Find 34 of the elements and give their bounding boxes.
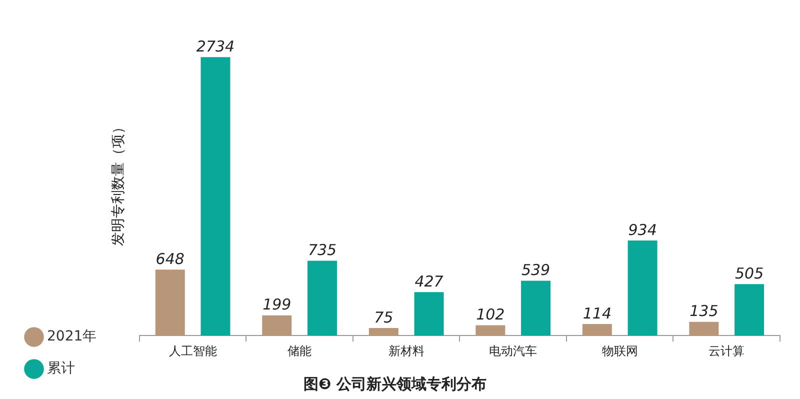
x-tick-label: 电动汽车: [489, 344, 538, 358]
data-label: 648: [156, 250, 184, 268]
bar: [582, 324, 612, 336]
bar: [476, 325, 506, 336]
data-label: 934: [628, 220, 657, 239]
bar: [414, 292, 444, 336]
bar: [521, 280, 551, 336]
data-label: 735: [308, 241, 337, 260]
legend-label: 2021年: [47, 328, 97, 345]
y-axis-title: 发明专利数量（项）: [110, 120, 127, 246]
data-label: 102: [476, 306, 505, 324]
data-label: 539: [521, 261, 550, 280]
text: 图❸ 公司新兴领域专利分布: [304, 374, 486, 393]
bar: [200, 57, 230, 336]
x-tick-label: 人工智能: [168, 344, 217, 358]
x-tick-label: 储能: [288, 344, 312, 358]
bar: [262, 315, 292, 336]
bar: [689, 322, 719, 336]
legend-label: 累计: [47, 360, 75, 377]
bar: [734, 284, 764, 336]
bar: [308, 260, 338, 336]
data-label: 2734: [196, 37, 235, 56]
bar: [368, 328, 398, 336]
x-tick-label: 物联网: [602, 344, 638, 358]
x-tick-label: 云计算: [708, 344, 745, 358]
bar: [155, 270, 185, 336]
data-label: 75: [374, 308, 394, 326]
data-label: 427: [414, 272, 444, 290]
data-label: 199: [262, 296, 292, 314]
bar: [628, 240, 658, 336]
data-label: 135: [690, 302, 718, 320]
data-label: 505: [734, 264, 764, 283]
x-tick-label: 新材料: [388, 344, 424, 358]
data-label: 114: [582, 304, 612, 322]
